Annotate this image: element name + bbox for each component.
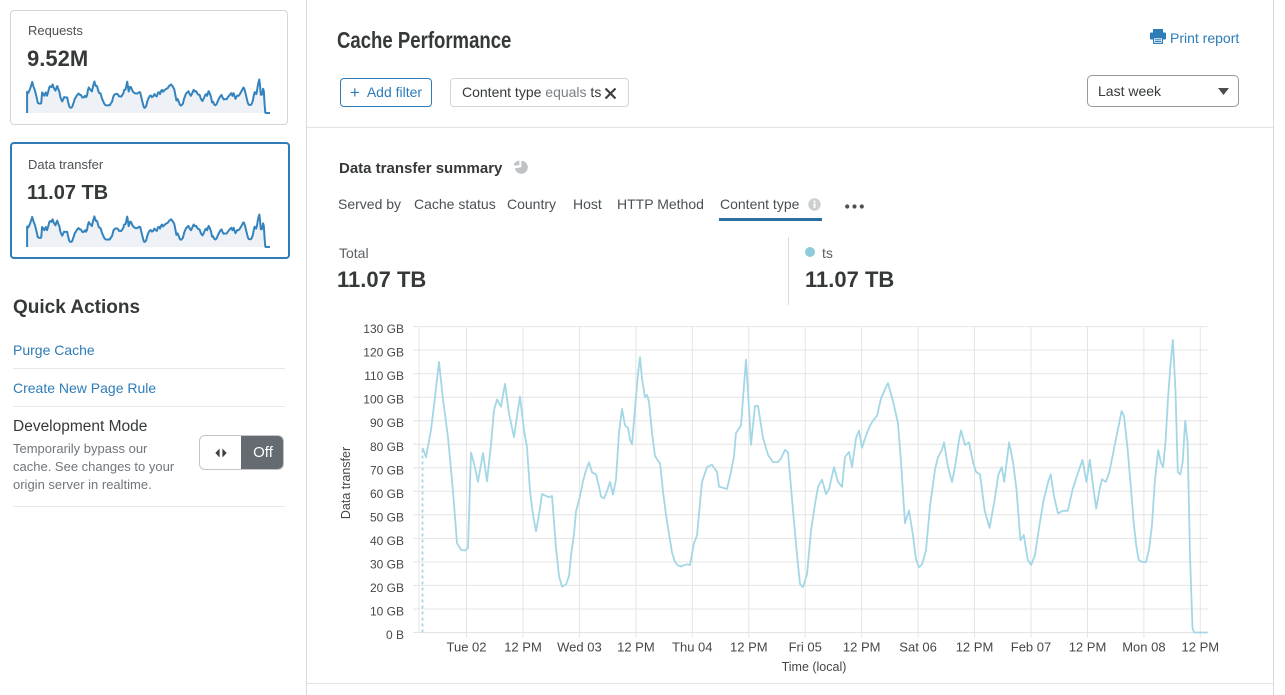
svg-text:110 GB: 110 GB <box>364 369 404 383</box>
svg-text:30 GB: 30 GB <box>370 557 404 571</box>
svg-text:10 GB: 10 GB <box>370 605 404 619</box>
svg-text:12 PM: 12 PM <box>504 640 542 655</box>
svg-text:50 GB: 50 GB <box>370 510 404 524</box>
svg-text:Tue 02: Tue 02 <box>447 640 487 655</box>
svg-text:12 PM: 12 PM <box>1182 640 1220 655</box>
svg-text:70 GB: 70 GB <box>370 463 404 477</box>
svg-text:Thu 04: Thu 04 <box>672 640 712 655</box>
svg-text:120 GB: 120 GB <box>363 346 404 360</box>
svg-text:60 GB: 60 GB <box>370 487 404 501</box>
svg-text:0 B: 0 B <box>386 628 404 642</box>
svg-text:40 GB: 40 GB <box>370 534 404 548</box>
svg-text:12 PM: 12 PM <box>956 640 994 655</box>
svg-text:Time (local): Time (local) <box>782 660 847 674</box>
svg-text:Sat 06: Sat 06 <box>899 640 937 655</box>
svg-text:Fri 05: Fri 05 <box>789 640 822 655</box>
svg-text:Feb 07: Feb 07 <box>1011 640 1051 655</box>
svg-text:Data transfer: Data transfer <box>339 447 353 519</box>
svg-text:12 PM: 12 PM <box>730 640 768 655</box>
svg-text:Mon 08: Mon 08 <box>1122 640 1165 655</box>
svg-text:20 GB: 20 GB <box>370 581 404 595</box>
svg-text:12 PM: 12 PM <box>617 640 655 655</box>
svg-text:Wed 03: Wed 03 <box>557 640 602 655</box>
svg-text:12 PM: 12 PM <box>843 640 881 655</box>
svg-text:100 GB: 100 GB <box>363 393 404 407</box>
svg-text:12 PM: 12 PM <box>1069 640 1107 655</box>
svg-text:80 GB: 80 GB <box>370 440 404 454</box>
svg-text:130 GB: 130 GB <box>363 322 404 336</box>
svg-text:90 GB: 90 GB <box>370 416 404 430</box>
